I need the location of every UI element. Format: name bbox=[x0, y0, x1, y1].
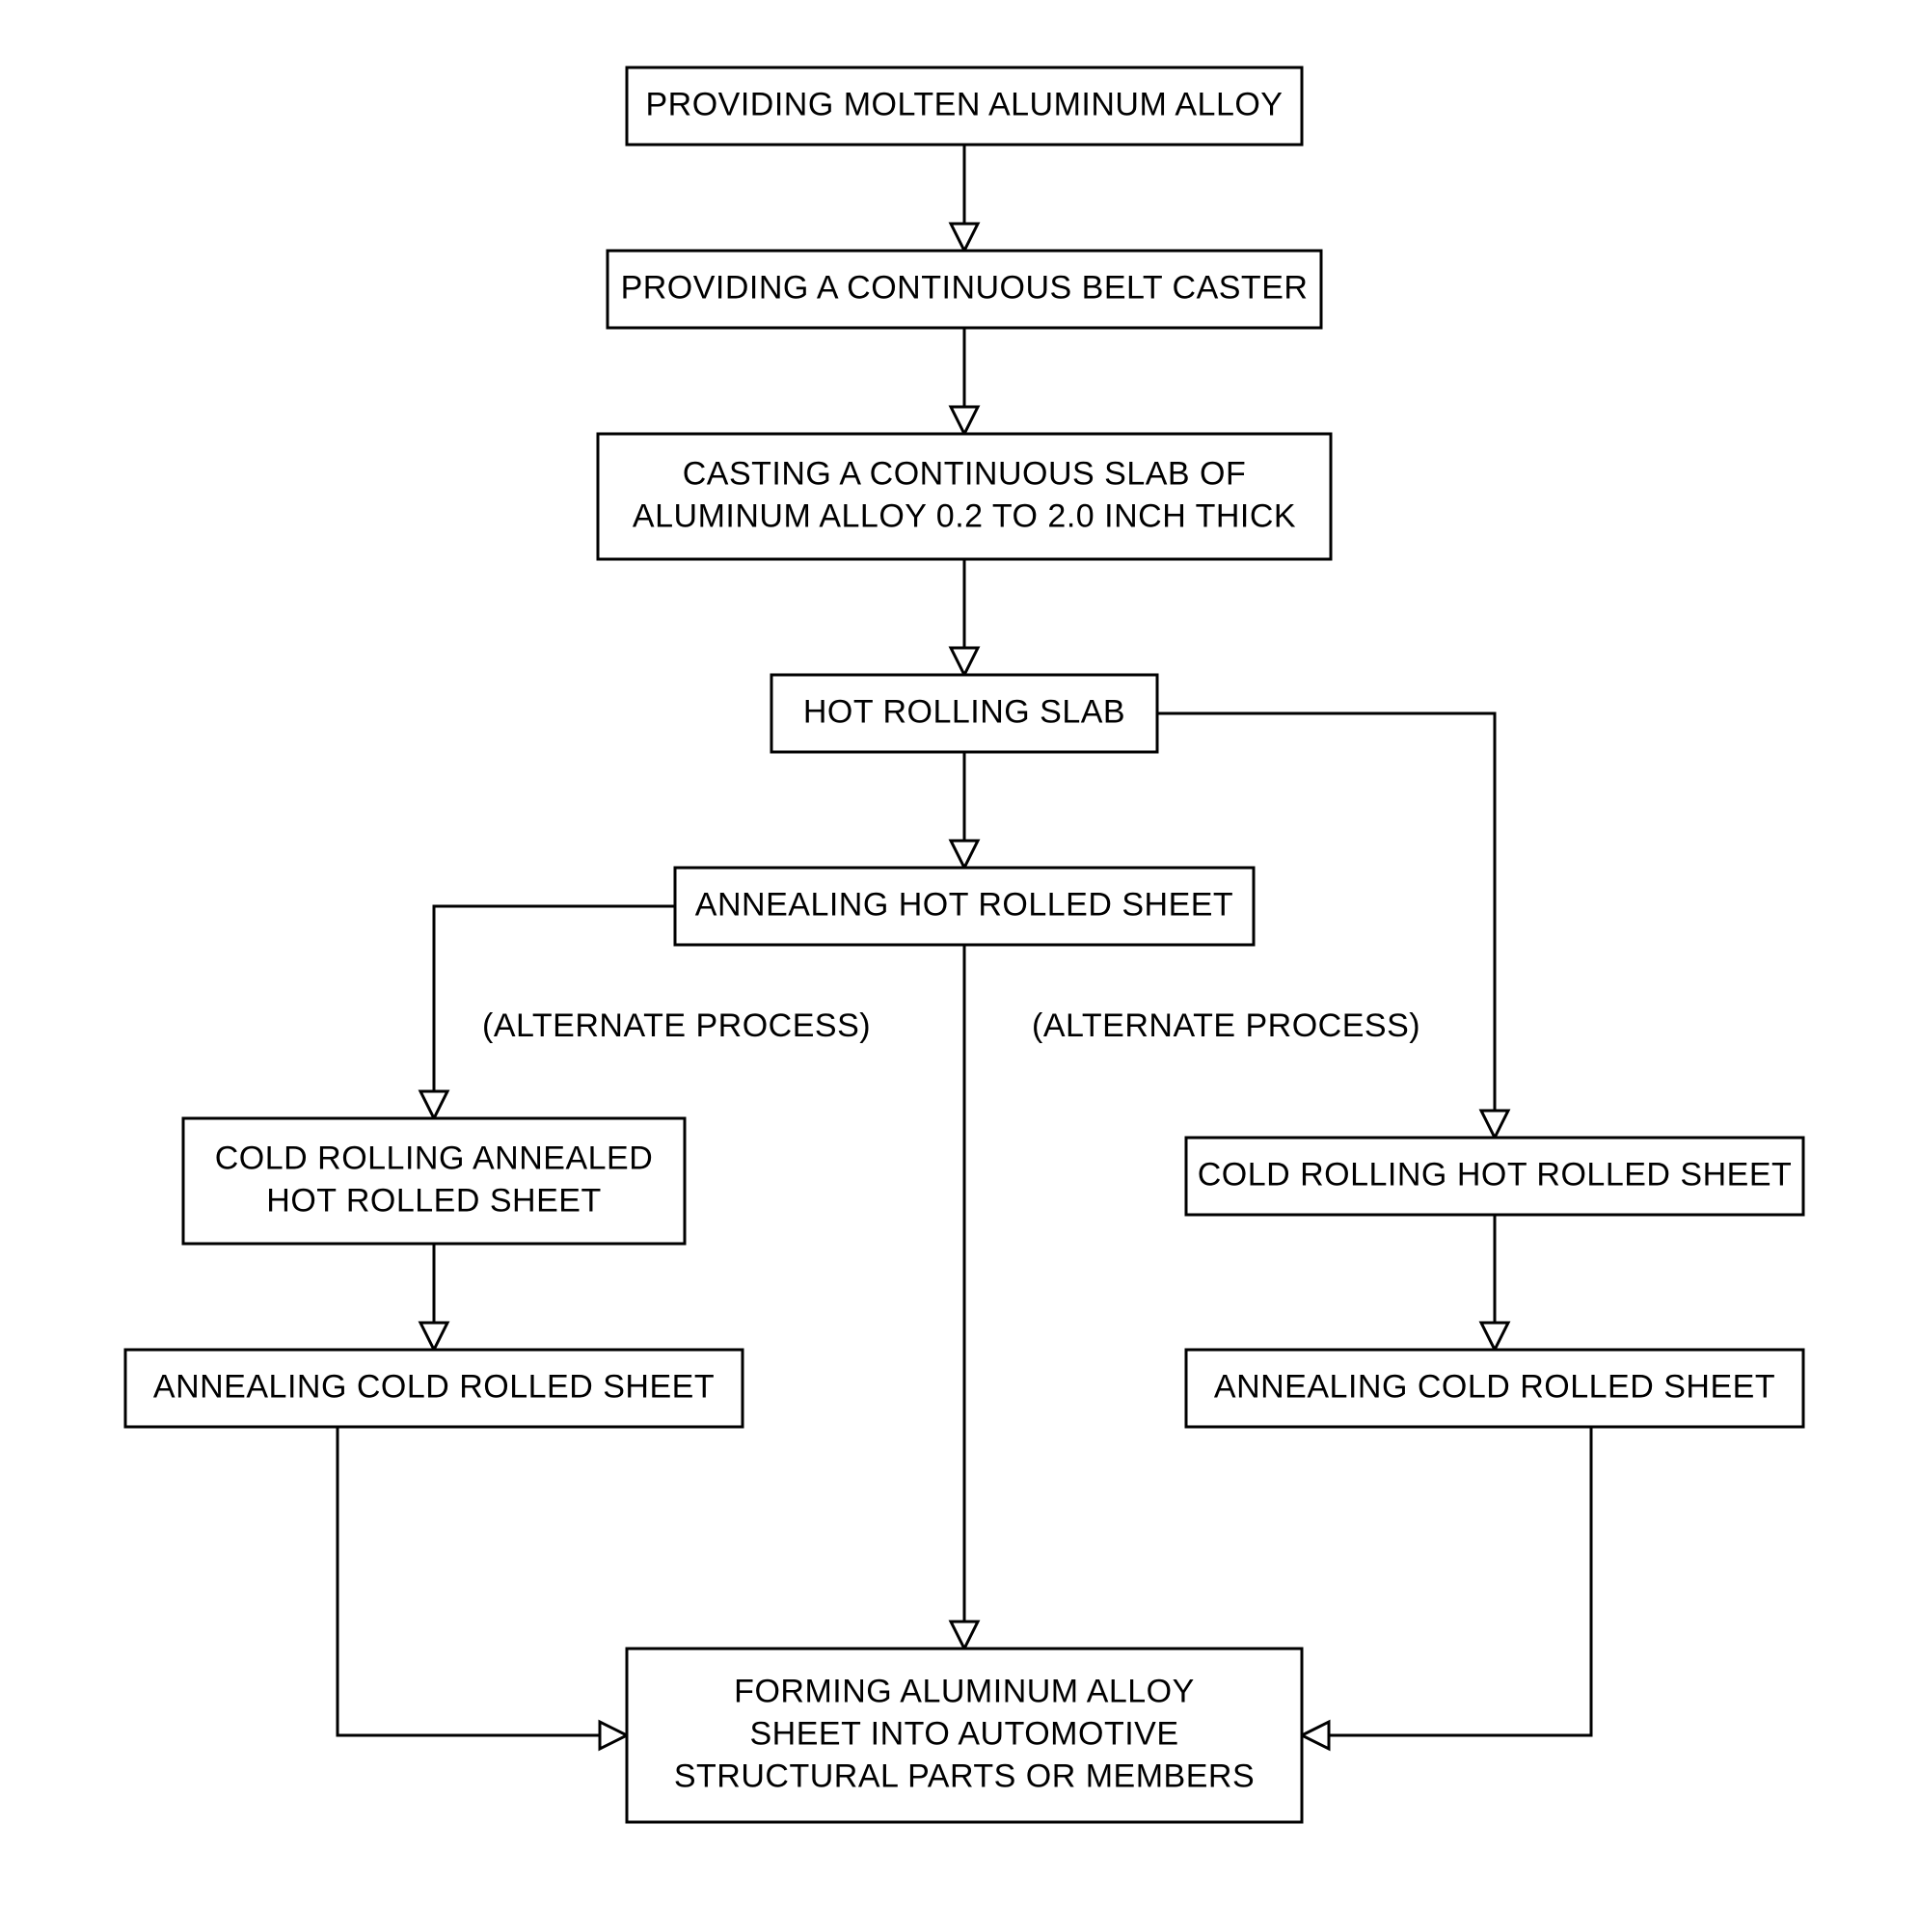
flow-node: PROVIDING A CONTINUOUS BELT CASTER bbox=[608, 251, 1321, 328]
flow-edge bbox=[1329, 1427, 1591, 1735]
flow-node-label: PROVIDING A CONTINUOUS BELT CASTER bbox=[621, 270, 1309, 307]
flow-node-label: PROVIDING MOLTEN ALUMINUM ALLOY bbox=[645, 87, 1283, 123]
flow-node-label: ALUMINUM ALLOY 0.2 TO 2.0 INCH THICK bbox=[633, 498, 1296, 535]
arrow-head bbox=[951, 841, 978, 868]
flow-node-label: HOT ROLLED SHEET bbox=[266, 1183, 601, 1220]
flow-node: ANNEALING COLD ROLLED SHEET bbox=[125, 1350, 743, 1427]
arrow-head bbox=[1481, 1111, 1508, 1138]
arrow-head bbox=[951, 224, 978, 251]
flow-node-label: ANNEALING COLD ROLLED SHEET bbox=[1214, 1369, 1775, 1406]
flow-node-label: COLD ROLLING ANNEALED bbox=[215, 1140, 654, 1177]
flow-node: ANNEALING COLD ROLLED SHEET bbox=[1186, 1350, 1803, 1427]
arrow-head bbox=[951, 1622, 978, 1649]
flow-node-label: FORMING ALUMINUM ALLOY bbox=[734, 1674, 1195, 1710]
flow-node: HOT ROLLING SLAB bbox=[771, 675, 1157, 752]
arrow-head bbox=[1481, 1323, 1508, 1350]
flow-node-label: ANNEALING HOT ROLLED SHEET bbox=[695, 887, 1233, 924]
flow-node-label: SHEET INTO AUTOMOTIVE bbox=[749, 1716, 1178, 1753]
flow-node: FORMING ALUMINUM ALLOY SHEET INTO AUTOMOT… bbox=[627, 1649, 1302, 1822]
arrow-head bbox=[600, 1722, 627, 1749]
arrow-head bbox=[420, 1323, 447, 1350]
flow-edge bbox=[434, 906, 675, 1091]
flow-node: PROVIDING MOLTEN ALUMINUM ALLOY bbox=[627, 67, 1302, 145]
flow-node-label: STRUCTURAL PARTS OR MEMBERS bbox=[674, 1758, 1255, 1795]
flow-node-label: HOT ROLLING SLAB bbox=[803, 694, 1125, 731]
arrow-head bbox=[420, 1091, 447, 1118]
alternate-process-label: (ALTERNATE PROCESS) bbox=[1032, 1007, 1420, 1044]
flowchart-canvas: PROVIDING MOLTEN ALUMINUM ALLOY PROVIDING… bbox=[0, 0, 1919, 1932]
flow-node: COLD ROLLING ANNEALED HOT ROLLED SHEET bbox=[183, 1118, 685, 1244]
flow-node-label: COLD ROLLING HOT ROLLED SHEET bbox=[1198, 1157, 1793, 1194]
flow-node: CASTING A CONTINUOUS SLAB OF ALUMINUM ALL… bbox=[598, 434, 1331, 559]
arrow-head bbox=[951, 648, 978, 675]
arrow-head bbox=[1302, 1722, 1329, 1749]
flow-edge bbox=[338, 1427, 600, 1735]
flow-node: COLD ROLLING HOT ROLLED SHEET bbox=[1186, 1138, 1803, 1215]
alternate-process-label: (ALTERNATE PROCESS) bbox=[482, 1007, 871, 1044]
flow-node-label: CASTING A CONTINUOUS SLAB OF bbox=[683, 456, 1247, 493]
flow-node: ANNEALING HOT ROLLED SHEET bbox=[675, 868, 1254, 945]
arrow-head bbox=[951, 407, 978, 434]
flow-node-label: ANNEALING COLD ROLLED SHEET bbox=[153, 1369, 715, 1406]
